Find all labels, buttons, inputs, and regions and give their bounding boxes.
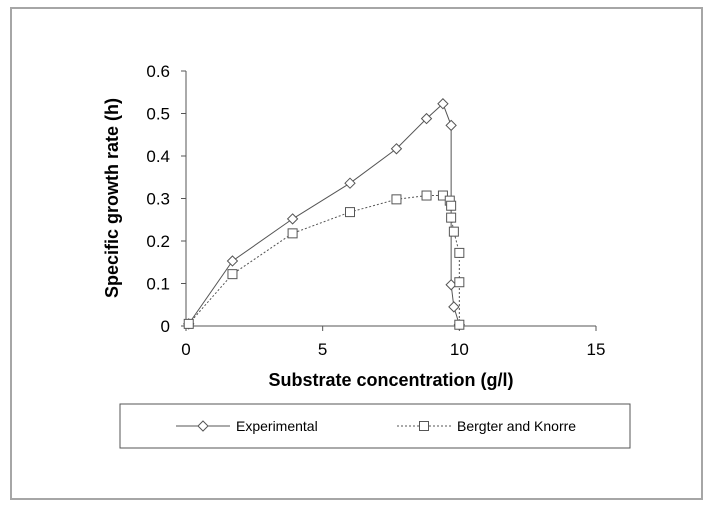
y-tick-label: 0.3 (146, 190, 170, 209)
x-axis-title: Substrate concentration (g/l) (268, 370, 513, 390)
y-tick-label: 0.4 (146, 147, 170, 166)
y-axis-title: Specific growth rate (h) (102, 98, 122, 298)
x-tick-label: 10 (450, 340, 469, 359)
data-point (454, 319, 465, 330)
y-tick-label: 0.6 (146, 62, 170, 81)
data-point (391, 194, 402, 205)
legend-label: Bergter and Knorre (457, 418, 576, 434)
x-tick-label: 0 (181, 340, 190, 359)
legend-marker (197, 420, 209, 432)
data-point (445, 119, 457, 132)
data-point (345, 207, 355, 218)
y-tick-label: 0.5 (146, 105, 170, 124)
data-point (420, 112, 433, 125)
x-tick-label: 15 (587, 340, 606, 359)
data-point (286, 213, 299, 225)
y-tick-label: 0.1 (146, 275, 170, 294)
data-point (446, 212, 457, 223)
data-point (226, 255, 239, 267)
data-point (287, 228, 298, 239)
data-point (437, 190, 448, 201)
x-tick-label: 5 (318, 340, 327, 359)
data-point (446, 200, 457, 211)
data-point (390, 143, 403, 155)
y-tick-label: 0 (161, 317, 170, 336)
legend-label: Experimental (236, 418, 318, 434)
y-tick-label: 0.2 (146, 232, 170, 251)
data-point (454, 247, 465, 258)
legend-box (119, 403, 631, 449)
data-point (421, 190, 432, 201)
data-point (344, 177, 356, 189)
data-point (448, 226, 459, 237)
data-point (448, 301, 460, 313)
chart-border (10, 7, 703, 500)
data-point (454, 277, 465, 288)
data-point (437, 98, 449, 110)
data-point (227, 269, 238, 280)
legend-marker (419, 421, 429, 431)
data-point (183, 318, 194, 329)
